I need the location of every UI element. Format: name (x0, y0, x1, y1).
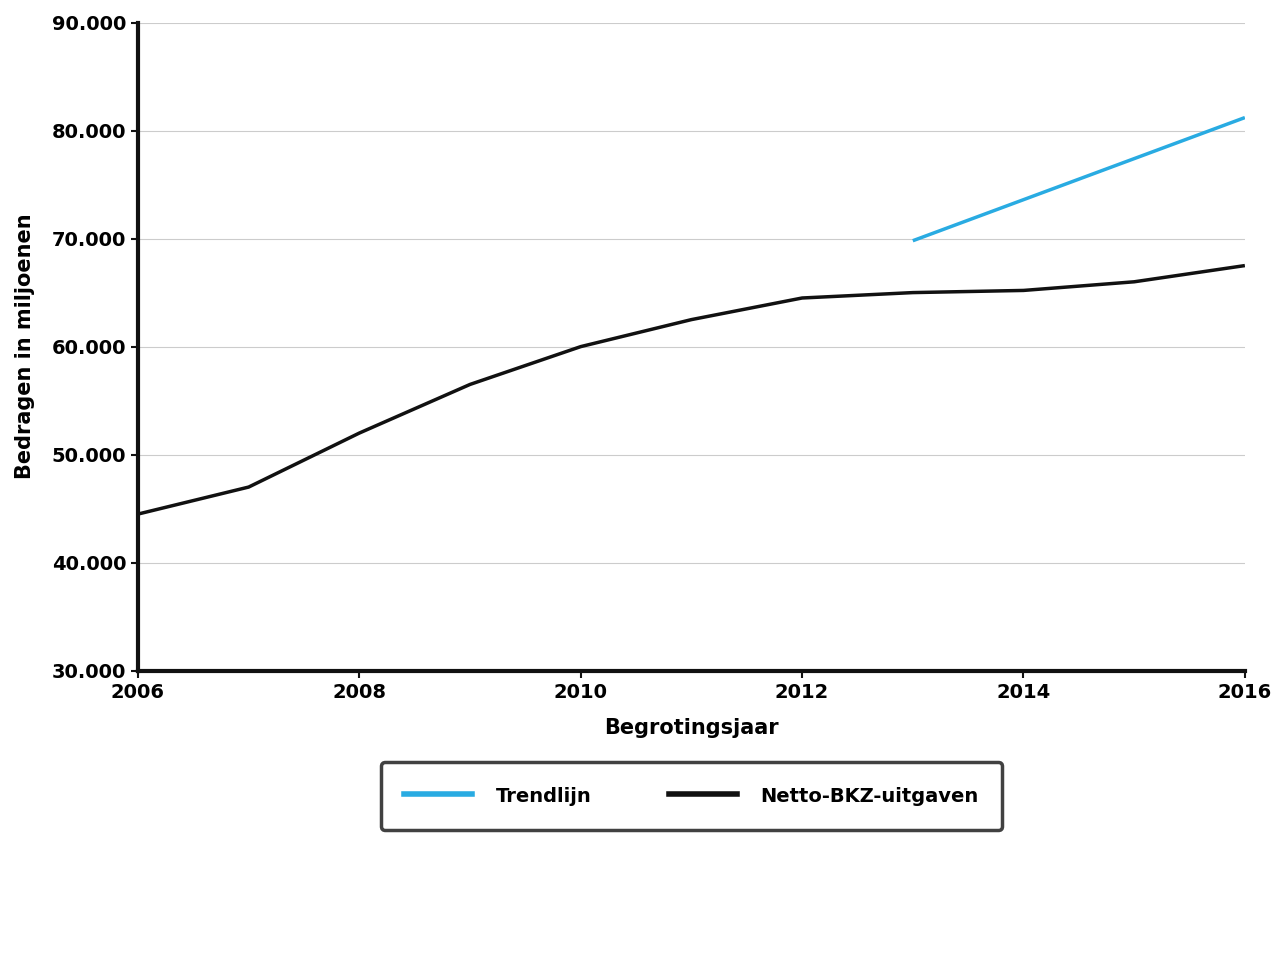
Legend: Trendlijn, Netto-BKZ-uitgaven: Trendlijn, Netto-BKZ-uitgaven (381, 762, 1003, 830)
X-axis label: Begrotingsjaar: Begrotingsjaar (604, 718, 779, 738)
Y-axis label: Bedragen in miljoenen: Bedragen in miljoenen (15, 213, 35, 479)
